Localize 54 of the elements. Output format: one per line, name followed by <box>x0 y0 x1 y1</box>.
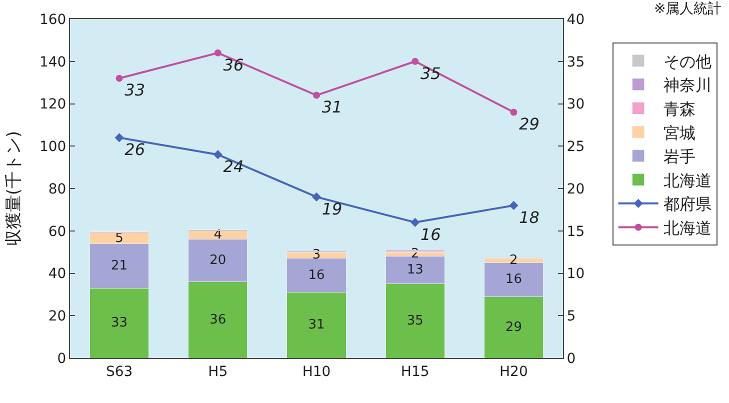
text: ※属人統計 <box>654 1 722 17</box>
y2-tick-label: 35 <box>566 54 585 70</box>
data-label: 16 <box>308 268 325 283</box>
y-tick-label: 60 <box>48 224 66 240</box>
legend-label: 青森 <box>663 99 696 118</box>
data-label: 19 <box>322 199 342 218</box>
data-label: 31 <box>308 318 325 333</box>
data-label: 2 <box>510 253 518 268</box>
y2-tick-label: 15 <box>566 224 585 240</box>
data-label: 21 <box>111 258 128 274</box>
data-label: 36 <box>223 55 244 74</box>
y2-tick-label: 10 <box>566 266 585 282</box>
data-label: 20 <box>210 253 226 268</box>
legend-label: 神奈川 <box>663 76 712 95</box>
data-label: 35 <box>420 64 441 83</box>
x-tick-label: S63 <box>106 364 133 380</box>
legend-label: 北海道 <box>663 218 712 238</box>
y-tick-label: 160 <box>39 12 66 28</box>
y2-tick-label: 20 <box>566 181 585 198</box>
legend-label: 北海道 <box>663 170 712 190</box>
y2-tick-label: 25 <box>566 139 585 156</box>
data-label: 18 <box>519 208 540 227</box>
data-label: 33 <box>111 316 128 331</box>
data-label: 24 <box>223 156 244 176</box>
y-tick-label: 0 <box>57 350 66 367</box>
data-label: 35 <box>406 313 424 328</box>
data-label: 36 <box>210 312 226 328</box>
x-tick-label: H15 <box>400 364 430 380</box>
y-tick-label: 100 <box>39 139 66 156</box>
y2-tick-label: 30 <box>566 96 585 113</box>
legend-label: 都府県 <box>663 194 712 214</box>
y2-tick-label: 40 <box>566 12 585 28</box>
legend-label: 岩手 <box>663 147 696 166</box>
legend-label: 宮城 <box>663 123 696 142</box>
data-label: 33 <box>124 80 146 100</box>
y-tick-label: 80 <box>48 181 66 198</box>
data-label: 26 <box>124 140 146 160</box>
data-label: 13 <box>406 262 424 278</box>
x-tick-label: H20 <box>500 364 528 380</box>
y2-tick-label: 0 <box>566 350 576 367</box>
data-label: 29 <box>505 320 522 335</box>
y-tick-label: 20 <box>48 308 66 325</box>
y-tick-label: 120 <box>39 96 66 113</box>
data-label: 16 <box>505 272 522 288</box>
y-tick-label: 140 <box>39 54 66 70</box>
data-label: 16 <box>420 224 441 244</box>
x-tick-label: H10 <box>302 364 331 380</box>
data-label: 31 <box>322 98 342 117</box>
data-label: 29 <box>519 114 540 134</box>
y2-tick-label: 5 <box>566 308 576 325</box>
y-tick-label: 40 <box>48 266 66 282</box>
legend-label: その他 <box>663 52 712 71</box>
x-tick-label: H5 <box>208 364 228 380</box>
y-axis-title: 収獲量(千トン) <box>4 130 24 246</box>
